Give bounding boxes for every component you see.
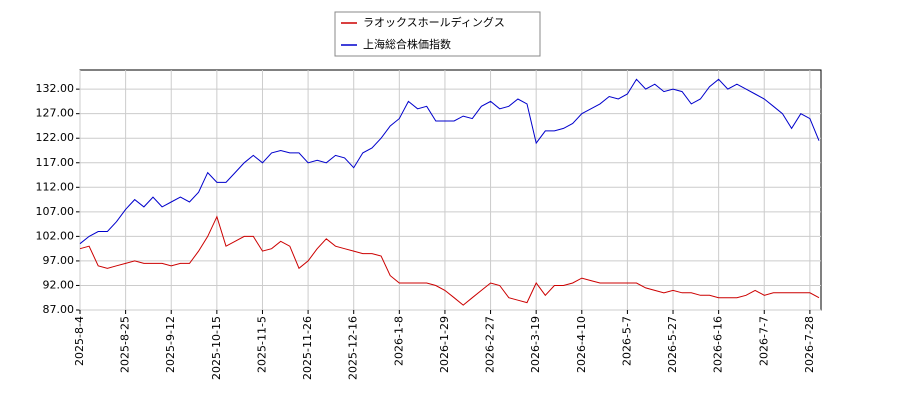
x-tick-label: 2025-8-25 (119, 316, 132, 373)
y-tick-label: 122.00 (36, 131, 75, 144)
y-tick-label: 132.00 (36, 82, 75, 95)
x-tick-label: 2026-7-7 (757, 316, 770, 366)
plot-frame (79, 69, 822, 311)
series-line (79, 78, 820, 245)
lines (79, 78, 820, 306)
x-tick-label: 2026-3-19 (529, 316, 542, 373)
legend-label: ラオックスホールディングス (363, 15, 505, 29)
grid: 87.00 92.00 97.00 102.00 107.00 112.00 117.00 1… (36, 70, 821, 380)
y-tick-label: 127.00 (36, 107, 75, 120)
x-tick-label: 2025-11-5 (255, 316, 268, 373)
x-tick-label: 2025-8-4 (73, 316, 86, 366)
y-tick-label: 117.00 (36, 156, 75, 169)
x-tick-label: 2026-1-8 (392, 316, 405, 366)
x-tick-label: 2025-10-15 (210, 316, 223, 380)
legend-label: 上海総合株価指数 (363, 37, 451, 51)
y-tick-label: 107.00 (36, 205, 75, 218)
x-tick-label: 2025-9-12 (164, 316, 177, 373)
x-tick-label: 2026-1-29 (438, 316, 451, 373)
y-tick-label: 112.00 (36, 180, 75, 193)
x-tick-label: 2026-6-16 (712, 316, 725, 373)
y-tick-label: 102.00 (36, 229, 75, 242)
x-tick-label: 2025-12-16 (347, 316, 360, 380)
y-tick-label: 92.00 (43, 278, 75, 291)
x-tick-label: 2026-5-27 (666, 316, 679, 373)
y-tick-label: 97.00 (43, 254, 75, 267)
x-tick-label: 2025-11-26 (301, 316, 314, 380)
series-line (79, 215, 820, 306)
y-tick-label: 87.00 (43, 303, 75, 316)
x-tick-label: 2026-2-27 (484, 316, 497, 373)
x-tick-label: 2026-5-7 (620, 316, 633, 366)
x-tick-label: 2026-4-10 (575, 316, 588, 373)
legend-box (334, 11, 541, 57)
x-tick-label: 2026-7-28 (803, 316, 816, 373)
